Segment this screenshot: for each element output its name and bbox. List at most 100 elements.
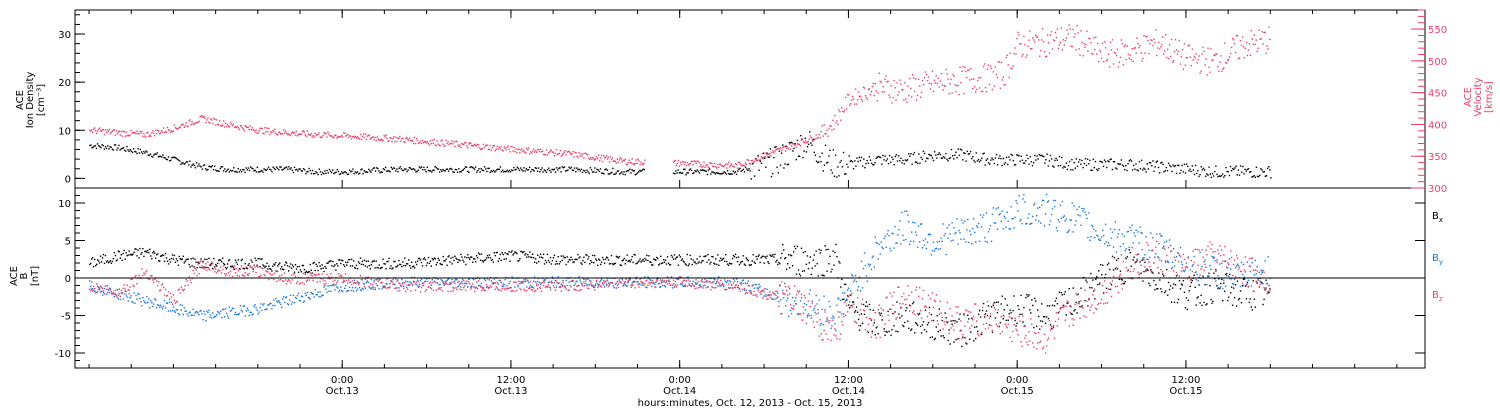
by-point bbox=[913, 240, 915, 243]
density-point bbox=[383, 168, 386, 171]
velocity-point bbox=[314, 132, 316, 135]
velocity-point bbox=[372, 136, 374, 138]
density-point bbox=[786, 163, 788, 166]
density-point bbox=[861, 165, 864, 167]
velocity-point bbox=[609, 156, 612, 158]
bz-point bbox=[332, 280, 334, 283]
velocity-point bbox=[624, 158, 626, 160]
velocity-point bbox=[504, 147, 506, 149]
density-point bbox=[92, 146, 94, 148]
bx-point bbox=[152, 252, 154, 254]
bx-point bbox=[486, 254, 489, 257]
by-point bbox=[832, 315, 834, 317]
bz-point bbox=[240, 265, 243, 267]
density-point bbox=[261, 169, 263, 172]
velocity-point bbox=[230, 123, 233, 125]
by-point bbox=[306, 291, 308, 294]
bx-point bbox=[284, 264, 286, 266]
bx-point bbox=[666, 256, 669, 258]
velocity-point bbox=[980, 90, 983, 93]
velocity-point bbox=[1162, 36, 1164, 38]
bz-point bbox=[199, 261, 201, 263]
velocity-point bbox=[1202, 46, 1204, 49]
by-point bbox=[1118, 229, 1121, 231]
by-point bbox=[424, 280, 427, 282]
density-point bbox=[474, 166, 477, 168]
velocity-point bbox=[355, 137, 358, 139]
bz-point bbox=[116, 296, 118, 299]
velocity-point bbox=[237, 127, 240, 129]
velocity-point bbox=[971, 78, 973, 80]
by-point bbox=[409, 284, 411, 286]
bx-point bbox=[682, 260, 684, 262]
velocity-point bbox=[562, 153, 564, 155]
bx-point bbox=[856, 311, 859, 313]
by-point bbox=[1018, 195, 1020, 197]
by-point bbox=[570, 286, 572, 288]
bx-point bbox=[174, 261, 177, 263]
by-point bbox=[1161, 235, 1163, 237]
density-point bbox=[396, 168, 398, 170]
density-point bbox=[1245, 170, 1247, 172]
bx-point bbox=[839, 262, 841, 264]
density-point bbox=[303, 169, 306, 171]
bx-point bbox=[310, 269, 312, 271]
bx-point bbox=[1053, 305, 1056, 307]
by-point bbox=[167, 310, 170, 312]
bx-point bbox=[254, 257, 256, 259]
density-point bbox=[330, 171, 333, 174]
by-point bbox=[275, 297, 277, 300]
velocity-point bbox=[1171, 61, 1174, 63]
by-point bbox=[614, 283, 617, 285]
by-point bbox=[1245, 283, 1248, 286]
velocity-point bbox=[375, 139, 377, 142]
by-point bbox=[260, 303, 262, 305]
by-point bbox=[823, 295, 825, 297]
by-point bbox=[1044, 213, 1047, 215]
bx-point bbox=[821, 274, 823, 276]
bz-point bbox=[347, 282, 349, 285]
velocity-point bbox=[178, 126, 180, 128]
bz-point bbox=[183, 288, 185, 291]
velocity-point bbox=[509, 151, 511, 153]
by-point bbox=[227, 317, 230, 319]
velocity-point bbox=[432, 142, 434, 144]
density-point bbox=[1192, 169, 1195, 171]
by-point bbox=[1009, 228, 1011, 230]
by-point bbox=[322, 294, 324, 297]
density-point bbox=[742, 168, 745, 171]
velocity-point bbox=[1095, 36, 1097, 38]
density-point bbox=[302, 168, 305, 170]
by-point bbox=[806, 316, 809, 318]
velocity-point bbox=[494, 150, 496, 152]
density-point bbox=[203, 164, 206, 166]
density-point bbox=[177, 159, 180, 161]
bx-point bbox=[843, 298, 845, 300]
bz-point bbox=[95, 291, 97, 294]
density-point bbox=[1057, 165, 1060, 167]
bx-point bbox=[992, 304, 995, 307]
bx-point bbox=[575, 258, 577, 261]
bx-point bbox=[231, 265, 234, 267]
velocity-point bbox=[839, 111, 841, 113]
density-point bbox=[402, 169, 405, 172]
by-point bbox=[1031, 222, 1033, 225]
by-point bbox=[1083, 208, 1085, 210]
velocity-point bbox=[985, 91, 988, 93]
by-point bbox=[205, 320, 207, 322]
by-point bbox=[1000, 220, 1002, 222]
by-point bbox=[161, 308, 164, 310]
velocity-point bbox=[998, 61, 1000, 63]
by-point bbox=[463, 286, 465, 289]
density-point bbox=[708, 168, 711, 170]
density-point bbox=[144, 152, 146, 154]
velocity-point bbox=[542, 153, 545, 156]
by-point bbox=[1080, 224, 1082, 226]
density-point bbox=[687, 172, 689, 174]
bz-point bbox=[201, 265, 203, 267]
velocity-point bbox=[612, 160, 615, 162]
velocity-point bbox=[285, 130, 287, 132]
velocity-point bbox=[1067, 33, 1069, 35]
by-point bbox=[952, 239, 954, 241]
by-point bbox=[1010, 206, 1012, 208]
